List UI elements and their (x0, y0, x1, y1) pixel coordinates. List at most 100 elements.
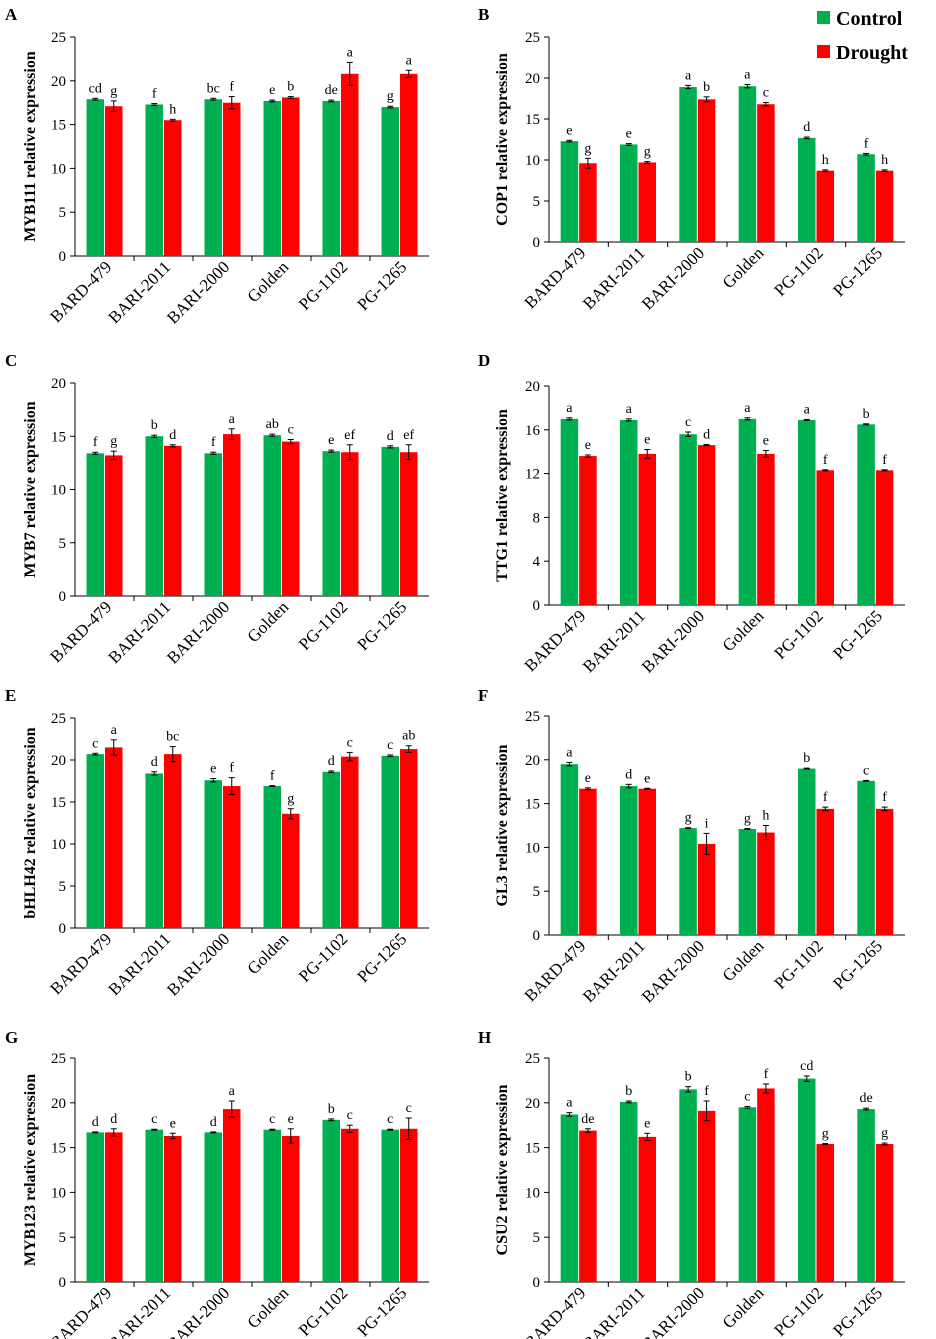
bar-c-control-1 (145, 436, 163, 596)
bar-f-control-2 (679, 828, 697, 935)
y-tick-label-g-10: 10 (51, 1185, 66, 1201)
bar-a-control-1 (145, 104, 163, 257)
bar-d-control-0 (560, 418, 579, 605)
y-tick-label-f-10: 10 (525, 840, 540, 856)
y-tick-label-e-10: 10 (51, 837, 66, 853)
bar-e-drought-3 (282, 813, 300, 928)
sig-letter-e-control-5: c (387, 738, 393, 753)
y-tick-label-f-20: 20 (525, 753, 540, 769)
bar-g-control-1 (145, 1129, 163, 1282)
sig-letter-a-control-1: f (152, 87, 157, 102)
bar-e-control-1 (145, 773, 163, 928)
panel-label-e: E (5, 686, 16, 705)
panel-label-f: F (478, 686, 488, 705)
bar-f-control-3 (738, 829, 757, 935)
sig-letter-a-control-2: bc (207, 81, 220, 96)
sig-letter-b-drought-5: h (881, 153, 888, 168)
x-tick-label-h-0: BARD-479 (521, 1283, 590, 1339)
sig-letter-d-control-3: a (744, 401, 751, 416)
sig-letter-d-drought-5: f (882, 453, 887, 468)
x-tick-label-b-1: BARI-2011 (579, 243, 649, 313)
bar-g-control-3 (263, 1129, 281, 1282)
bar-a-drought-4 (341, 73, 359, 257)
sig-letter-h-drought-5: g (881, 1126, 888, 1141)
sig-letter-g-drought-1: e (170, 1116, 176, 1131)
y-axis-title-a: MYB111 relative expression (22, 51, 39, 242)
sig-letter-c-drought-5: ef (403, 428, 414, 443)
sig-letter-c-control-1: b (151, 418, 158, 433)
y-tick-label-h-0: 0 (533, 1275, 541, 1291)
bar-e-drought-5 (400, 749, 418, 928)
x-tick-label-a-4: PG-1102 (295, 257, 351, 313)
sig-letter-f-drought-4: f (823, 790, 828, 805)
panel-label-g: G (5, 1028, 18, 1047)
sig-letter-a-control-0: cd (89, 81, 102, 96)
sig-letter-e-drought-3: g (287, 792, 294, 807)
sig-letter-h-drought-3: f (764, 1067, 769, 1082)
y-tick-label-b-15: 15 (525, 112, 540, 128)
y-tick-label-e-0: 0 (59, 921, 67, 937)
x-tick-label-f-0: BARD-479 (521, 936, 590, 1005)
panel-label-c: C (5, 351, 17, 370)
sig-letter-d-control-1: a (626, 402, 633, 417)
y-tick-label-c-0: 0 (59, 589, 67, 605)
sig-letter-g-drought-5: c (406, 1101, 412, 1116)
sig-letter-g-drought-4: c (347, 1108, 353, 1123)
bar-g-control-4 (322, 1119, 340, 1282)
x-tick-label-d-5: PG-1265 (829, 606, 886, 663)
sig-letter-f-control-3: g (744, 812, 751, 827)
x-tick-label-f-3: Golden (719, 936, 768, 985)
x-tick-label-g-3: Golden (244, 1283, 293, 1332)
sig-letter-a-drought-1: h (169, 102, 176, 117)
x-tick-label-h-5: PG-1265 (829, 1283, 886, 1339)
sig-letter-g-control-0: d (92, 1115, 99, 1130)
x-tick-label-b-5: PG-1265 (829, 243, 886, 300)
bar-a-drought-3 (282, 97, 300, 256)
sig-letter-f-control-1: d (625, 767, 632, 782)
sig-letter-e-drought-2: f (229, 761, 234, 776)
y-tick-label-g-0: 0 (59, 1275, 67, 1291)
sig-letter-f-drought-5: f (882, 790, 887, 805)
bar-c-control-3 (263, 435, 281, 596)
y-axis-title-f: GL3 relative expression (494, 744, 511, 906)
bar-d-drought-4 (816, 470, 834, 605)
bar-d-control-1 (620, 419, 638, 605)
y-tick-label-f-25: 25 (525, 709, 540, 725)
y-tick-label-a-25: 25 (51, 30, 66, 46)
bar-d-control-5 (857, 424, 875, 605)
bar-b-control-4 (798, 137, 816, 242)
x-tick-label-e-5: PG-1265 (353, 929, 410, 986)
sig-letter-g-control-5: c (387, 1112, 393, 1127)
bar-a-drought-0 (105, 106, 123, 256)
sig-letter-d-drought-3: e (763, 434, 769, 449)
bar-e-drought-1 (164, 754, 182, 928)
bar-c-drought-4 (341, 452, 359, 596)
bar-e-drought-0 (105, 747, 123, 928)
sig-letter-d-drought-0: e (585, 438, 591, 453)
x-tick-label-d-1: BARI-2011 (579, 606, 649, 676)
bar-h-drought-4 (816, 1144, 834, 1282)
x-tick-label-c-1: BARI-2011 (105, 597, 175, 667)
x-tick-label-g-0: BARD-479 (46, 1283, 115, 1339)
y-tick-label-e-15: 15 (51, 795, 66, 811)
sig-letter-d-control-4: a (804, 402, 811, 417)
sig-letter-c-drought-3: c (288, 422, 294, 437)
sig-letter-h-drought-0: de (581, 1112, 594, 1127)
bar-g-control-2 (204, 1132, 222, 1282)
x-tick-label-e-2: BARI-2000 (163, 929, 233, 999)
x-tick-label-d-4: PG-1102 (770, 606, 826, 662)
bar-d-drought-5 (875, 470, 894, 605)
x-tick-label-b-4: PG-1102 (770, 243, 826, 299)
sig-letter-d-drought-1: e (644, 433, 650, 448)
y-axis-title-b: COP1 relative expression (494, 53, 511, 226)
bar-f-drought-0 (579, 788, 597, 935)
sig-letter-f-control-0: a (566, 745, 573, 760)
bar-f-control-5 (857, 780, 875, 935)
bar-c-drought-5 (400, 452, 418, 596)
sig-letter-e-control-4: d (328, 754, 335, 769)
sig-letter-b-control-1: e (626, 127, 632, 142)
x-tick-label-f-1: BARI-2011 (579, 936, 649, 1006)
chart-panel-d: D TTG1 relative expression 0 4 8 12 16 20 a e BARD… (478, 351, 905, 677)
